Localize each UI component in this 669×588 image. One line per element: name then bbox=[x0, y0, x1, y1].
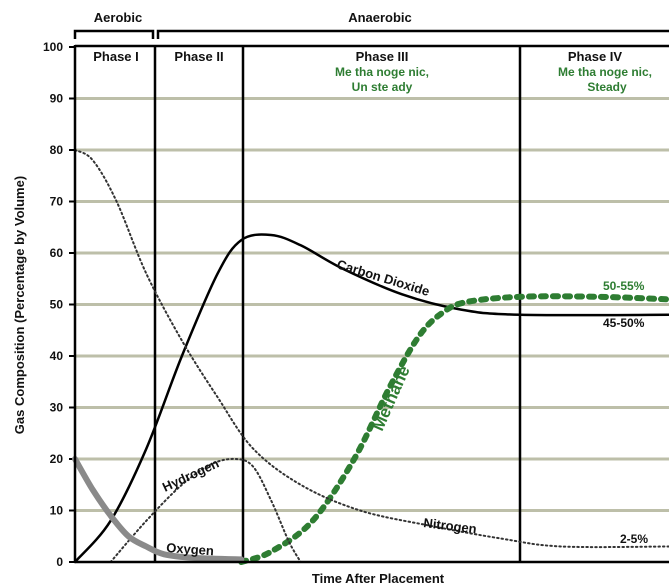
phase-headers: Phase I Phase II Phase III Me tha noge n… bbox=[93, 49, 652, 94]
y-tick-label-30: 30 bbox=[50, 401, 64, 415]
nitrogen-label: Nitrogen bbox=[423, 515, 478, 536]
phase-3-title: Phase III bbox=[356, 49, 409, 64]
phase-brackets: Aerobic Anaerobic bbox=[73, 10, 669, 39]
y-axis-title: Gas Composition (Percentage by Volume) bbox=[12, 176, 27, 434]
phase-3-subtitle-2: Un ste ady bbox=[352, 80, 413, 94]
axes bbox=[73, 44, 669, 564]
carbon-dioxide-line bbox=[73, 233, 669, 564]
carbon-dioxide-label: Carbon Dioxide bbox=[335, 257, 431, 299]
methane-label: Methane bbox=[368, 363, 413, 434]
phase-2-title: Phase II bbox=[174, 49, 223, 64]
aerobic-label: Aerobic bbox=[94, 10, 142, 25]
hydrogen-label: Hydrogen bbox=[160, 455, 221, 494]
y-tick-label-80: 80 bbox=[50, 143, 64, 157]
oxygen-line bbox=[72, 456, 245, 563]
phase-3-subtitle-1: Me tha noge nic, bbox=[335, 65, 429, 79]
aerobic-bracket bbox=[73, 29, 155, 39]
series-lines bbox=[72, 149, 669, 565]
hydrogen-line bbox=[109, 457, 302, 563]
oxygen-label: Oxygen bbox=[166, 540, 215, 558]
gridlines bbox=[75, 97, 669, 512]
co2-range-annotation: 45-50% bbox=[603, 316, 645, 330]
y-tick-label-10: 10 bbox=[50, 504, 64, 518]
y-tick-label-20: 20 bbox=[50, 452, 64, 466]
y-tick-label-50: 50 bbox=[50, 298, 64, 312]
y-tick-label-0: 0 bbox=[56, 555, 63, 569]
nitrogen-line bbox=[74, 149, 669, 549]
phase-4-subtitle-1: Me tha noge nic, bbox=[558, 65, 652, 79]
y-tick-label-40: 40 bbox=[50, 349, 64, 363]
phase-1-title: Phase I bbox=[93, 49, 139, 64]
phase-dividers bbox=[153, 47, 522, 562]
anaerobic-bracket bbox=[156, 29, 669, 39]
x-axis-title: Time After Placement bbox=[312, 571, 445, 586]
methane-line bbox=[238, 293, 669, 565]
y-tick-label-60: 60 bbox=[50, 246, 64, 260]
phase-4-subtitle-2: Steady bbox=[587, 80, 627, 94]
y-tick-labels: 0 10 20 30 40 50 60 70 80 90 100 bbox=[43, 40, 75, 569]
y-tick-label-100: 100 bbox=[43, 40, 63, 54]
phase-4-title: Phase IV bbox=[568, 49, 623, 64]
y-tick-label-70: 70 bbox=[50, 195, 64, 209]
methane-range-annotation: 50-55% bbox=[603, 279, 645, 293]
anaerobic-label: Anaerobic bbox=[348, 10, 412, 25]
y-tick-label-90: 90 bbox=[50, 92, 64, 106]
nitrogen-range-annotation: 2-5% bbox=[620, 532, 648, 546]
